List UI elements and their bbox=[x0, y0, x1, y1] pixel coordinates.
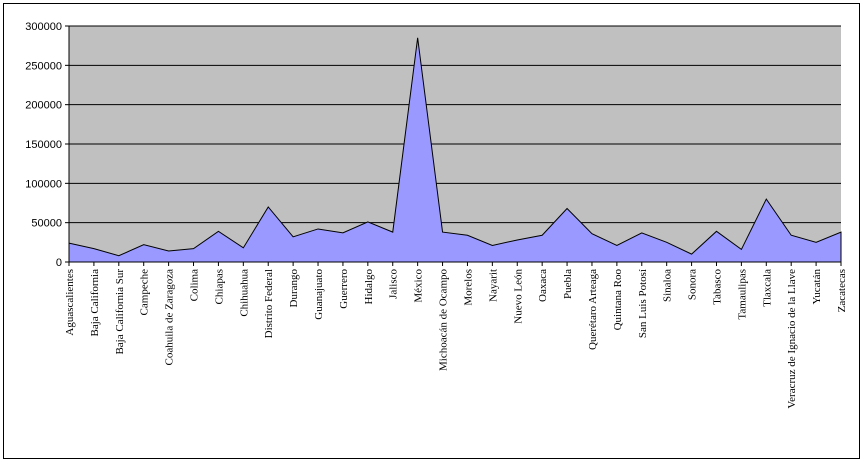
x-tick-label: Puebla bbox=[562, 269, 574, 299]
x-tick-label: Michoacán de Ocampo bbox=[438, 269, 450, 372]
x-tick-label: Nayarit bbox=[487, 269, 499, 302]
x-tick-label: Sinaloa bbox=[662, 269, 674, 302]
x-tick-label: Morelos bbox=[462, 269, 474, 306]
x-tick-label: San Luis Potosí bbox=[637, 269, 649, 338]
x-tick-label: Coahuila de Zaragoza bbox=[164, 269, 176, 366]
x-tick-label: Baja California bbox=[89, 269, 101, 337]
x-tick-label: Durango bbox=[288, 269, 300, 308]
x-tick-label: Oaxaca bbox=[537, 269, 549, 302]
x-tick-label: Quintana Roo bbox=[612, 269, 624, 331]
y-axis-ticks: 0 50000 100000 150000 200000 250000 300000 bbox=[25, 21, 69, 269]
x-tick-label: México bbox=[413, 269, 425, 303]
x-tick-label: Nuevo León bbox=[512, 269, 524, 324]
y-tick-label: 100000 bbox=[25, 178, 62, 190]
x-tick-label: Colima bbox=[189, 269, 201, 302]
x-tick-label: Distrito Federal bbox=[263, 269, 275, 338]
y-tick-label: 0 bbox=[56, 257, 62, 269]
x-tick-label: Guanajuato bbox=[313, 269, 325, 320]
x-tick-label: Veracruz de Ignacio de la Llave bbox=[786, 269, 798, 409]
y-tick-label: 150000 bbox=[25, 139, 62, 151]
y-tick-label: 50000 bbox=[31, 218, 62, 230]
area-series bbox=[68, 37, 842, 263]
x-tick-label: Tamaulipas bbox=[736, 269, 748, 320]
x-tick-label: Tabasco bbox=[711, 269, 723, 305]
x-tick-label: Jalisco bbox=[388, 269, 400, 299]
x-tick-label: Sonora bbox=[687, 269, 699, 300]
gridlines bbox=[69, 25, 841, 224]
x-tick-label: Hidalgo bbox=[363, 269, 375, 305]
x-tick-label: Baja California Sur bbox=[114, 269, 126, 355]
x-tick-label: Querétaro Arteaga bbox=[587, 269, 599, 350]
y-tick-label: 300000 bbox=[25, 21, 62, 33]
y-tick-label: 250000 bbox=[25, 60, 62, 72]
x-tick-label: Chihuahua bbox=[238, 269, 250, 317]
x-tick-label: Tlaxcala bbox=[761, 269, 773, 307]
x-tick-label: Chiapas bbox=[213, 269, 225, 304]
x-tick-label: Aguascalientes bbox=[64, 269, 76, 336]
x-tick-label: Zacatecas bbox=[836, 269, 848, 312]
x-tick-label: Yucatán bbox=[811, 269, 823, 305]
y-tick-label: 200000 bbox=[25, 100, 62, 112]
x-axis-ticks: Aguascalientes Baja California Baja Califo… bbox=[64, 262, 848, 409]
x-tick-label: Campeche bbox=[139, 269, 151, 316]
x-tick-label: Guerrero bbox=[338, 269, 350, 309]
